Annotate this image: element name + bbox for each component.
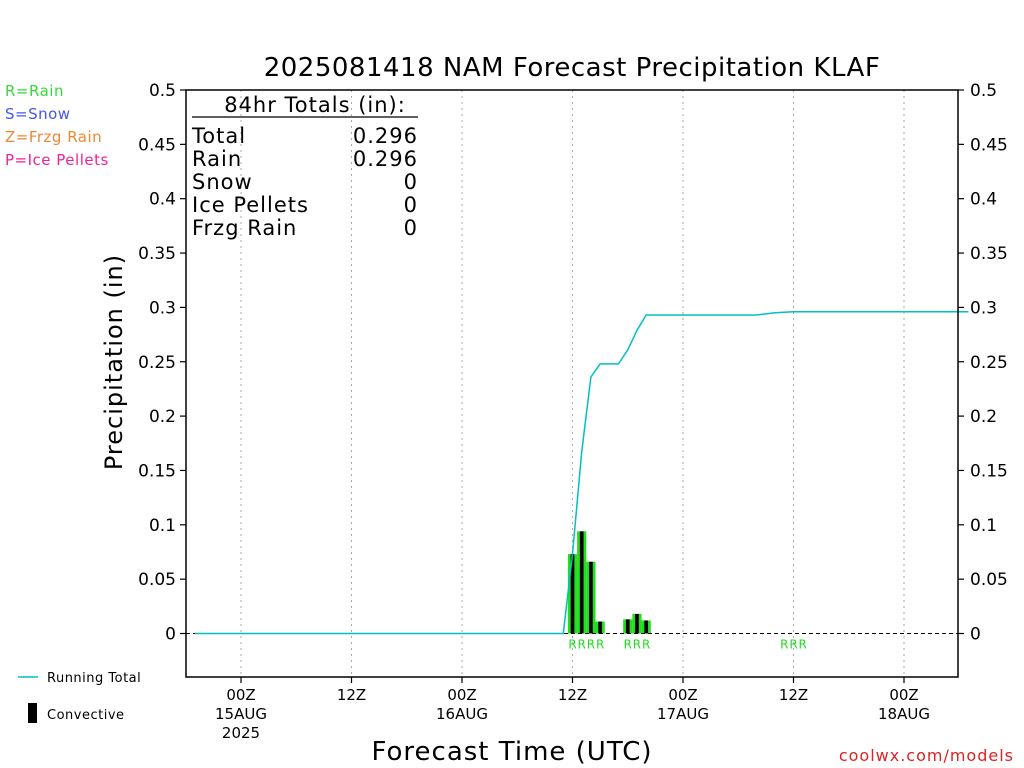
y-tick-label-right: 0.4 — [970, 190, 997, 210]
totals-label: Total — [191, 124, 246, 148]
y-tick-label-left: 0 — [165, 625, 176, 645]
y-tick-label-right: 0.45 — [970, 135, 1008, 155]
convective-bar — [598, 621, 602, 634]
precip-bar — [567, 554, 578, 634]
y-tick-label-right: 0.2 — [970, 407, 997, 427]
x-tick-year: 2025 — [222, 724, 260, 742]
y-tick-label-right: 0.25 — [970, 353, 1008, 373]
ptype-mark: R — [568, 638, 576, 652]
y-axis-label: Precipitation (in) — [100, 254, 128, 470]
running-total-legend-label: Running Total — [47, 671, 141, 686]
y-tick-label-right: 0.5 — [970, 81, 997, 101]
ptype-mark: R — [587, 638, 595, 652]
precip-bar — [641, 620, 651, 634]
x-tick-label: 00Z — [226, 686, 255, 704]
ptype-mark: R — [596, 638, 604, 652]
x-tick-label: 12Z — [558, 686, 587, 704]
totals-value: 0 — [404, 193, 418, 217]
credit-text: coolwx.com/models — [839, 746, 1014, 765]
ptype-mark: R — [642, 638, 650, 652]
x-tick-label: 00Z — [889, 686, 918, 704]
running-total-line — [195, 310, 969, 635]
ptype-legend-item: R=Rain — [5, 82, 64, 100]
y-tick-label-left: 0.5 — [149, 81, 176, 101]
ptype-mark: R — [799, 638, 807, 652]
y-tick-label-right: 0.1 — [970, 516, 997, 536]
x-tick-date: 17AUG — [657, 705, 709, 723]
y-tick-label-right: 0 — [970, 625, 981, 645]
x-tick-date: 18AUG — [878, 705, 930, 723]
totals-label: Ice Pellets — [192, 193, 309, 217]
x-tick-label: 00Z — [668, 686, 697, 704]
ptype-mark: R — [578, 638, 586, 652]
convective-bar — [644, 620, 649, 634]
precip-bar — [586, 561, 596, 634]
totals-value: 0 — [404, 216, 418, 240]
y-tick-label-left: 0.35 — [138, 244, 176, 264]
totals-header: 84hr Totals (in): — [224, 93, 406, 117]
ptype-legend-item: S=Snow — [5, 105, 71, 123]
x-tick-date: 15AUG — [215, 705, 267, 723]
x-tick-date: 16AUG — [436, 705, 488, 723]
precip-bar — [577, 531, 587, 634]
convective-bar — [625, 619, 630, 634]
y-tick-label-left: 0.1 — [149, 516, 176, 536]
y-tick-label-left: 0.3 — [149, 298, 176, 318]
x-tick-label: 00Z — [447, 686, 476, 704]
totals-label: Frzg Rain — [192, 216, 297, 240]
y-tick-label-right: 0.35 — [970, 244, 1008, 264]
ptype-legend-item: Z=Frzg Rain — [5, 128, 102, 146]
y-tick-label-left: 0.25 — [138, 353, 176, 373]
y-tick-label-right: 0.15 — [970, 461, 1008, 481]
y-tick-label-left: 0.2 — [149, 407, 176, 427]
totals-label: Rain — [192, 147, 242, 171]
y-tick-label-right: 0.05 — [970, 570, 1008, 590]
totals-value: 0 — [404, 170, 418, 194]
precip-bar — [623, 619, 633, 634]
chart-title: 2025081418 NAM Forecast Precipitation KL… — [264, 53, 881, 83]
x-tick-label: 12Z — [779, 686, 808, 704]
totals-value: 0.296 — [353, 147, 418, 171]
ptype-legend-item: P=Ice Pellets — [5, 151, 109, 169]
y-tick-label-left: 0.45 — [138, 135, 176, 155]
convective-legend-swatch — [28, 703, 37, 723]
y-tick-label-left: 0.05 — [138, 570, 176, 590]
totals-value: 0.296 — [353, 124, 418, 148]
ptype-mark: R — [633, 638, 641, 652]
precip-bar — [632, 613, 642, 634]
ptype-mark: R — [780, 638, 788, 652]
precip-bar — [595, 621, 605, 634]
convective-legend-label: Convective — [47, 708, 125, 723]
convective-bar — [570, 554, 575, 634]
x-tick-label: 12Z — [337, 686, 366, 704]
convective-bar — [589, 561, 593, 634]
y-tick-label-left: 0.4 — [149, 190, 176, 210]
ptype-mark: R — [789, 638, 797, 652]
y-tick-label-right: 0.3 — [970, 298, 997, 318]
convective-bar — [579, 531, 584, 634]
ptype-mark: R — [624, 638, 632, 652]
y-tick-label-left: 0.15 — [138, 461, 176, 481]
convective-bar — [635, 613, 639, 634]
x-axis-label: Forecast Time (UTC) — [371, 737, 652, 767]
totals-label: Snow — [192, 170, 253, 194]
